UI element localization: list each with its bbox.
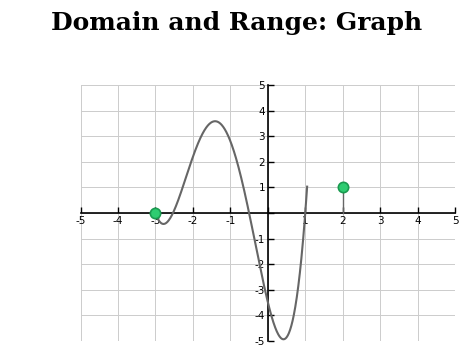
Point (152, 210, 159, 216)
Text: Domain and Range: Graph: Domain and Range: Graph (51, 11, 423, 35)
Point (339, 185, 346, 190)
